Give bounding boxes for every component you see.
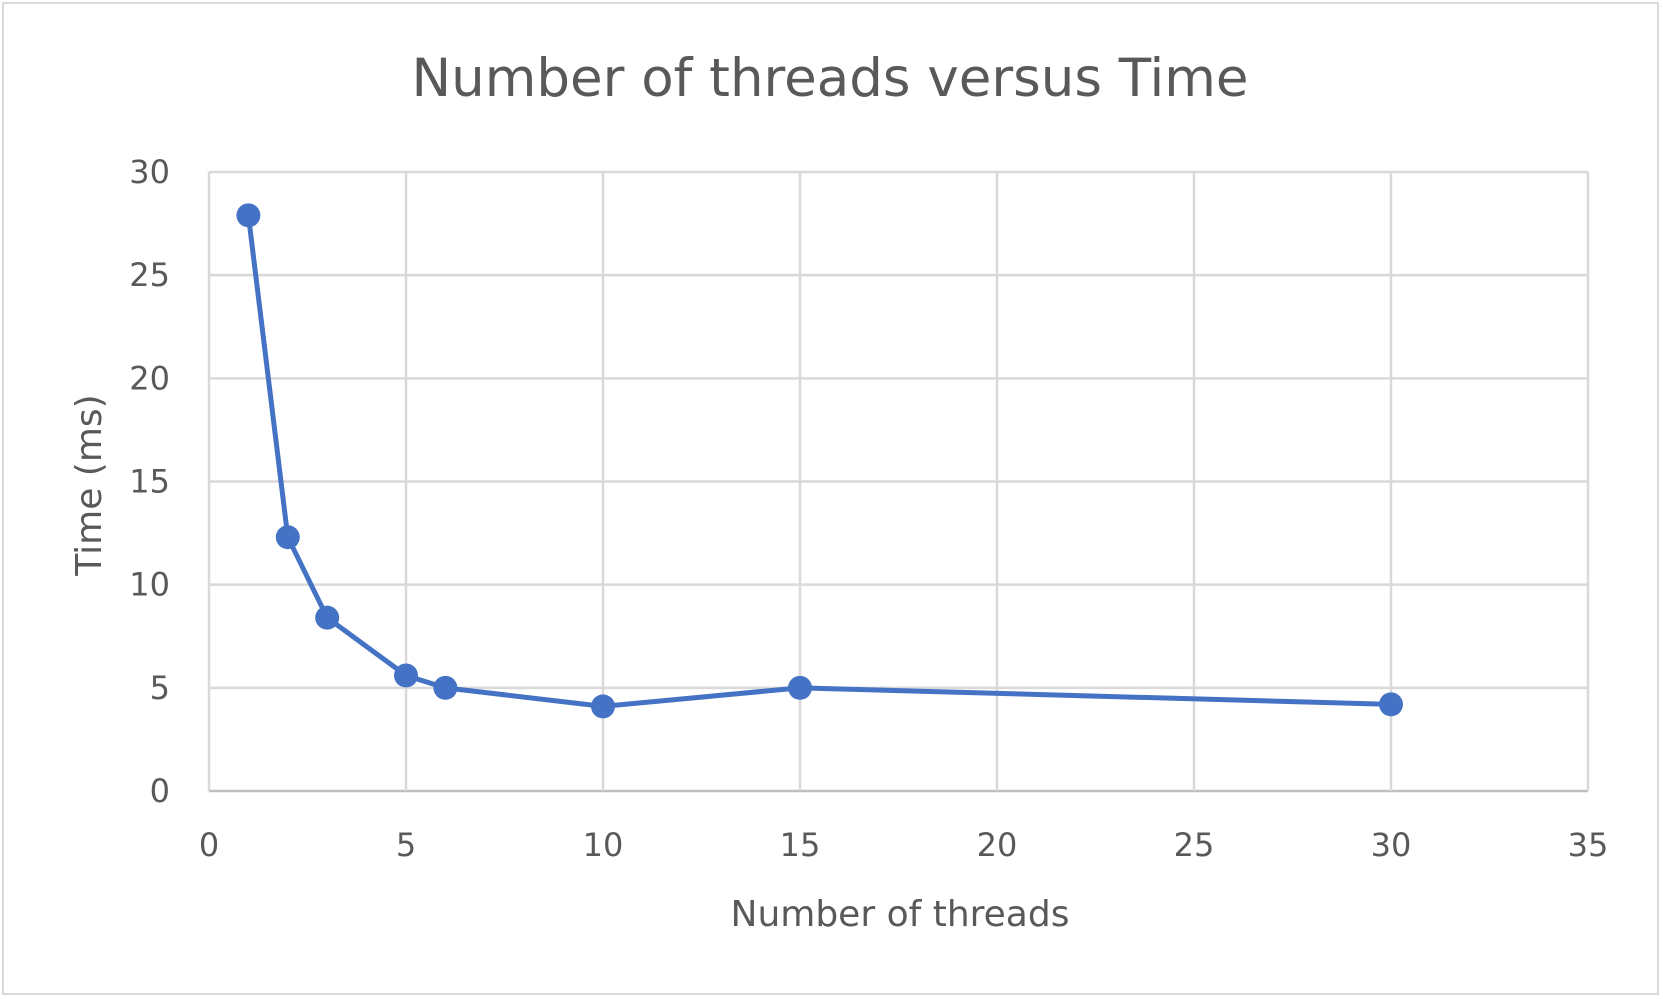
y-tick-label-5: 5 xyxy=(150,669,170,707)
y-tick-label-20: 20 xyxy=(129,359,170,397)
data-point-1 xyxy=(236,203,261,228)
tick-labels: 0 5 10 15 20 25 30 0 5 10 15 20 25 30 35 xyxy=(129,153,1608,864)
chart-title: Number of threads versus Time xyxy=(411,48,1248,109)
x-axis-title: Number of threads xyxy=(731,894,1070,935)
x-tick-label-5: 5 xyxy=(396,826,416,864)
y-tick-label-10: 10 xyxy=(129,566,170,604)
data-point-6 xyxy=(433,675,458,700)
y-axis-title: Time (ms) xyxy=(69,394,110,576)
series-line-0 xyxy=(245,212,1394,709)
x-tick-label-10: 10 xyxy=(583,826,624,864)
data-point-2 xyxy=(275,525,300,550)
data-point-15 xyxy=(788,675,812,700)
x-tick-label-20: 20 xyxy=(977,826,1018,864)
data-series xyxy=(236,203,1403,719)
x-tick-label-0: 0 xyxy=(199,826,219,864)
x-tick-label-25: 25 xyxy=(1174,826,1215,864)
data-point-5 xyxy=(394,663,418,688)
data-point-3 xyxy=(315,605,340,630)
y-tick-label-15: 15 xyxy=(129,463,170,501)
y-tick-label-0: 0 xyxy=(150,772,170,810)
y-tick-label-25: 25 xyxy=(129,256,170,294)
data-point-10 xyxy=(591,694,615,719)
y-tick-label-30: 30 xyxy=(129,153,170,191)
data-point-30 xyxy=(1379,692,1403,717)
x-tick-label-30: 30 xyxy=(1371,826,1412,864)
x-tick-label-35: 35 xyxy=(1568,826,1609,864)
x-tick-label-15: 15 xyxy=(780,826,821,864)
